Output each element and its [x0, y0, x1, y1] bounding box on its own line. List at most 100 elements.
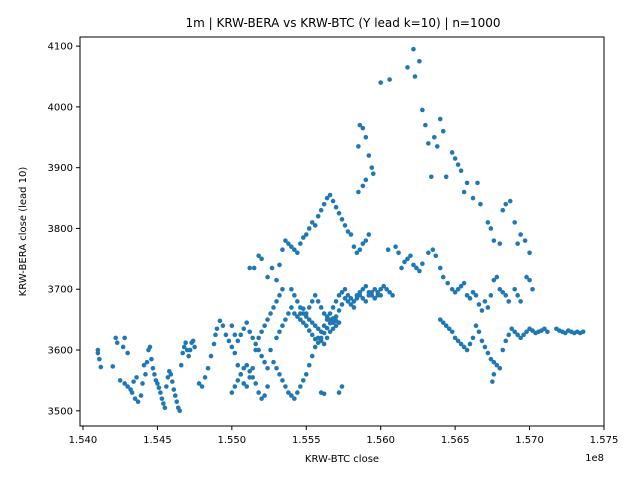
data-point — [363, 177, 369, 183]
data-point — [330, 198, 336, 204]
data-point — [259, 396, 264, 401]
data-point — [426, 250, 431, 256]
data-point — [274, 277, 279, 283]
data-point — [152, 372, 157, 377]
data-point — [488, 356, 494, 362]
data-point — [262, 359, 267, 365]
data-point — [408, 253, 413, 259]
data-point — [482, 299, 488, 304]
x-tick-label: 1.560 — [366, 435, 395, 446]
data-point — [423, 122, 428, 128]
data-point — [370, 171, 376, 177]
data-point — [199, 384, 205, 389]
y-axis-label: KRW-BERA close (lead 10) — [18, 167, 29, 297]
data-point — [158, 390, 163, 395]
data-point — [437, 317, 443, 322]
data-point — [524, 274, 529, 280]
data-point — [174, 399, 180, 404]
data-point — [186, 353, 191, 359]
data-point — [295, 314, 300, 319]
data-point — [235, 338, 241, 344]
data-point — [470, 195, 476, 201]
data-point — [342, 296, 348, 301]
data-point — [280, 247, 285, 253]
data-point — [515, 332, 520, 338]
data-point — [333, 323, 339, 329]
data-point — [289, 305, 294, 310]
data-point — [306, 226, 312, 231]
data-point — [315, 214, 321, 219]
data-point — [443, 323, 449, 329]
data-point — [292, 311, 297, 316]
data-point — [440, 128, 446, 134]
data-point — [301, 306, 306, 311]
data-point — [162, 405, 168, 411]
data-point — [482, 344, 488, 350]
data-point — [461, 189, 467, 195]
data-point — [336, 320, 342, 325]
data-point — [458, 341, 464, 347]
data-point — [114, 340, 120, 346]
data-point — [144, 359, 150, 365]
data-point — [356, 144, 361, 149]
data-point — [262, 393, 267, 398]
data-point — [250, 335, 255, 341]
data-point — [458, 283, 464, 289]
data-point — [306, 328, 312, 333]
data-point — [309, 320, 315, 325]
data-point — [420, 261, 425, 267]
data-point — [253, 381, 258, 386]
data-point — [437, 265, 443, 271]
data-point — [324, 335, 330, 341]
data-point — [405, 256, 410, 262]
data-point — [464, 293, 470, 298]
data-point — [259, 256, 264, 262]
data-point — [141, 362, 147, 368]
data-point — [268, 347, 273, 353]
data-point — [470, 289, 476, 295]
data-point — [269, 265, 275, 271]
data-point — [381, 283, 386, 289]
data-point — [351, 299, 357, 304]
data-point — [170, 379, 175, 384]
data-point — [512, 220, 517, 225]
data-point — [274, 335, 279, 341]
data-point — [452, 156, 458, 161]
data-point — [268, 311, 273, 316]
data-point — [384, 286, 389, 292]
data-point — [378, 286, 384, 292]
data-point — [497, 365, 503, 371]
data-point — [372, 286, 378, 292]
data-point — [455, 162, 461, 167]
data-point — [378, 80, 384, 85]
data-point — [271, 359, 276, 365]
data-point — [132, 396, 138, 401]
data-point — [497, 241, 503, 246]
data-point — [321, 330, 327, 336]
data-point — [461, 344, 467, 350]
data-point — [327, 311, 333, 316]
data-point — [327, 192, 333, 198]
data-point — [247, 329, 252, 335]
data-point — [318, 207, 324, 213]
data-point — [506, 332, 512, 338]
data-point — [333, 204, 339, 210]
data-point — [491, 277, 497, 283]
data-point — [238, 332, 244, 338]
data-point — [214, 326, 220, 332]
data-point — [318, 305, 324, 310]
data-point — [171, 387, 177, 392]
data-point — [298, 311, 303, 316]
data-point — [372, 296, 378, 301]
y-axis: 3500 3600 3700 3800 3900 4000 4100 — [48, 42, 80, 417]
data-point — [357, 293, 363, 298]
data-point — [521, 332, 526, 338]
data-point — [470, 335, 476, 341]
data-point — [461, 280, 467, 286]
x-axis: 1.540 1.545 1.550 1.555 1.560 1.565 1.570 1.575 — [69, 426, 618, 446]
data-point — [527, 250, 532, 256]
data-point — [168, 372, 174, 377]
data-point — [360, 125, 366, 131]
data-point — [417, 59, 422, 64]
